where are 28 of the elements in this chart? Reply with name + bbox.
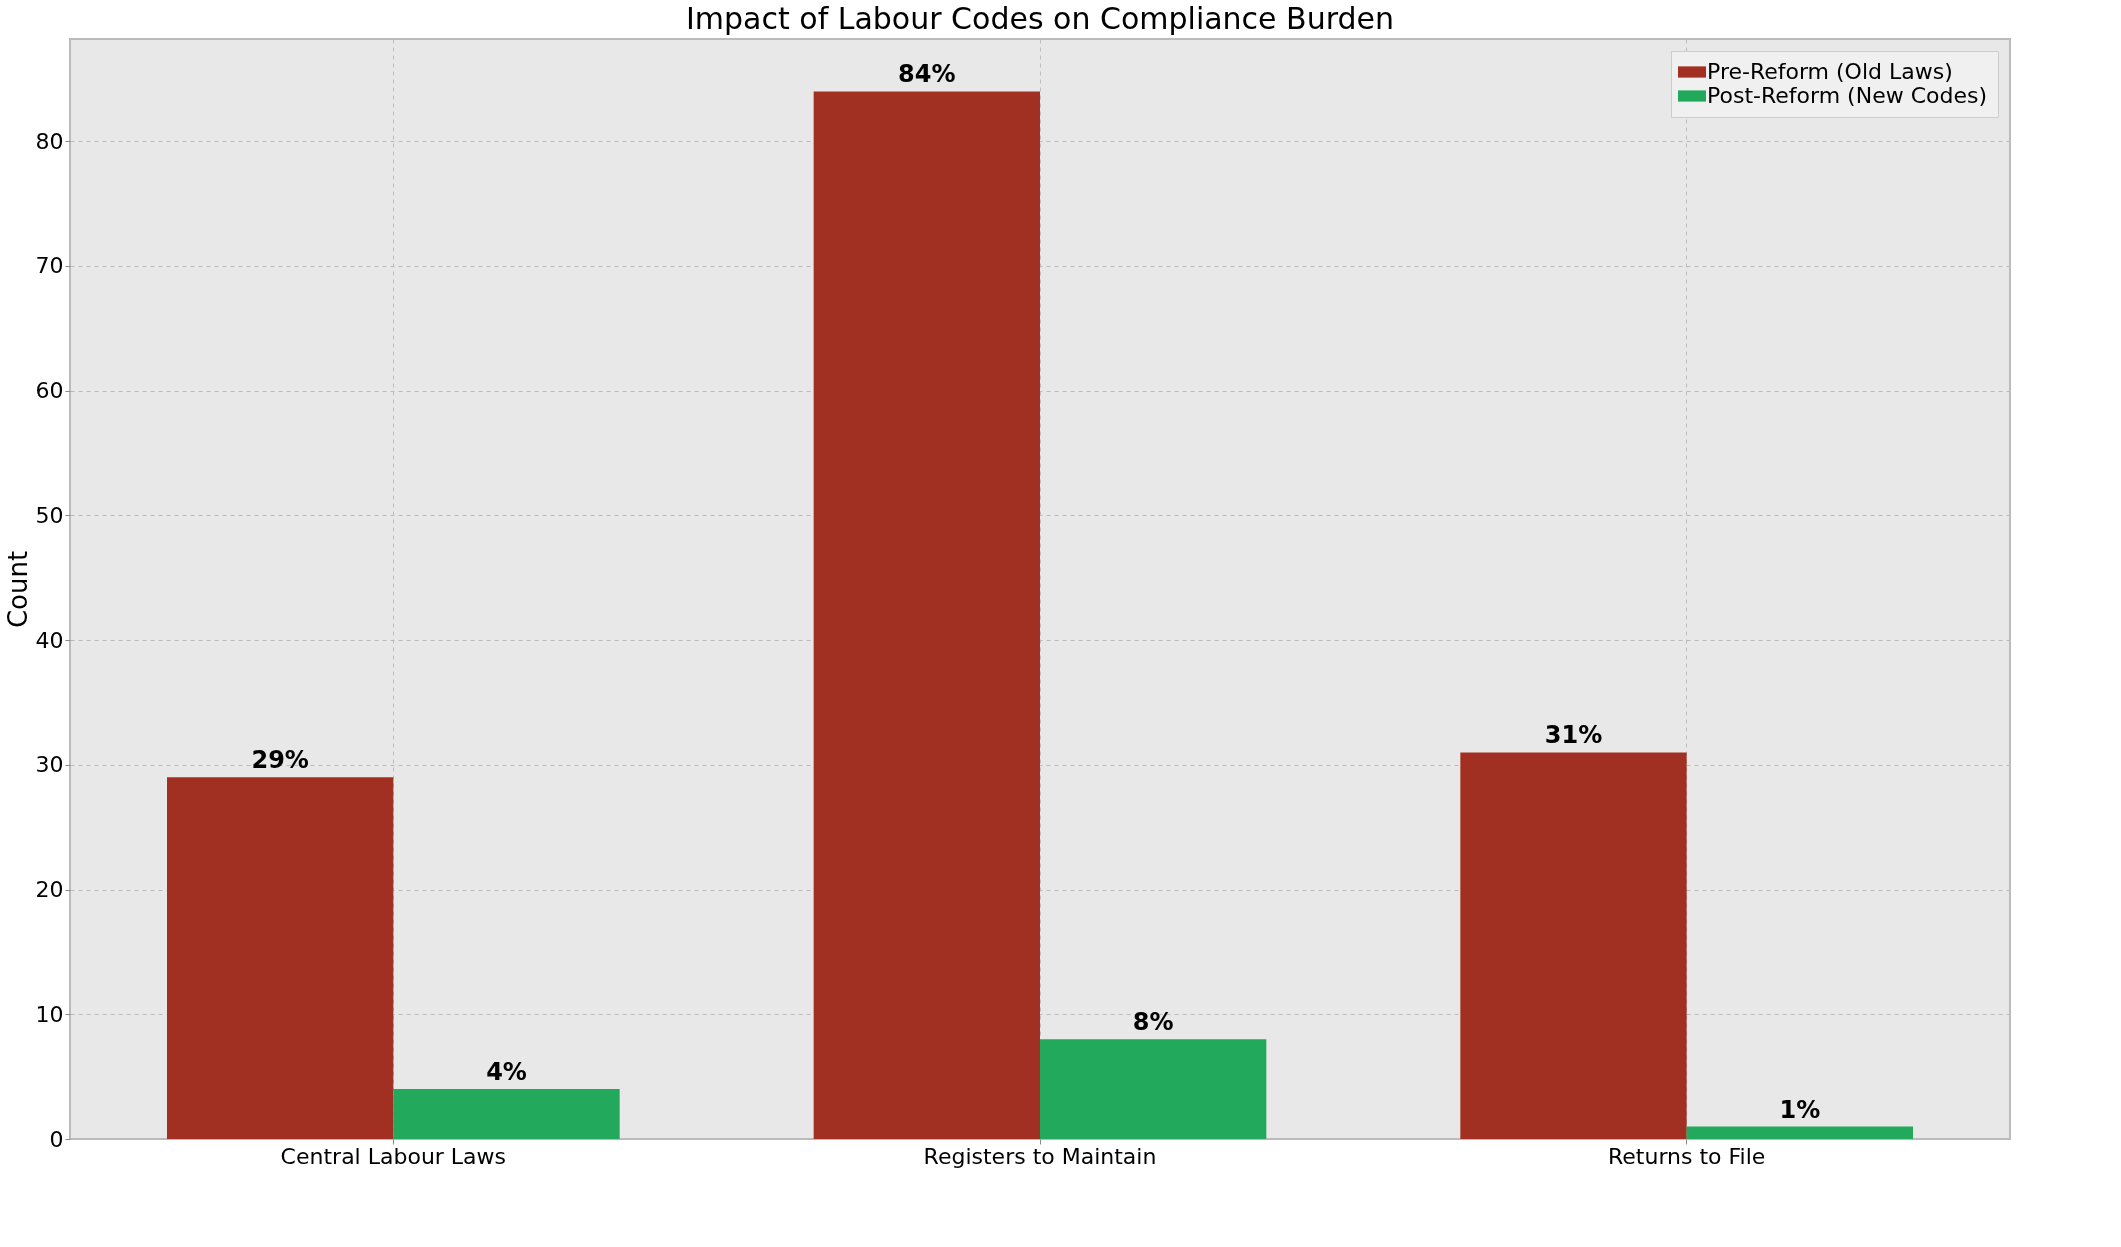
bar [1040, 1039, 1267, 1139]
y-tick-label: 50 [35, 502, 64, 528]
y-tick-label: 0 [49, 1126, 64, 1152]
x-tick-label: Returns to File [1607, 1143, 1766, 1169]
data-label: 29% [251, 746, 309, 775]
bar [167, 777, 394, 1139]
y-axis-title: Count [2, 550, 33, 629]
x-tick-label: Registers to Maintain [923, 1143, 1157, 1169]
y-tick-label: 60 [35, 378, 64, 404]
y-tick-label: 20 [35, 877, 64, 903]
data-label: 8% [1132, 1008, 1174, 1037]
bar [393, 1089, 620, 1139]
y-tick-label: 80 [35, 128, 64, 154]
data-label: 4% [486, 1058, 527, 1087]
y-tick-label: 30 [35, 752, 64, 778]
bar [1460, 752, 1687, 1139]
y-tick-label: 70 [35, 253, 64, 279]
chart-title: Impact of Labour Codes on Compliance Burden [685, 1, 1395, 36]
bar [1686, 1126, 1913, 1139]
data-label: 84% [898, 60, 956, 89]
legend-label: Post-Reform (New Codes) [1707, 83, 1988, 108]
x-tick-label: Central Labour Laws [280, 1143, 507, 1169]
data-label: 31% [1544, 721, 1603, 750]
y-tick-label: 10 [35, 1001, 64, 1027]
bar [813, 91, 1040, 1139]
data-label: 1% [1779, 1095, 1821, 1124]
legend-label: Pre-Reform (Old Laws) [1707, 59, 1953, 84]
y-tick-label: 40 [35, 627, 64, 653]
